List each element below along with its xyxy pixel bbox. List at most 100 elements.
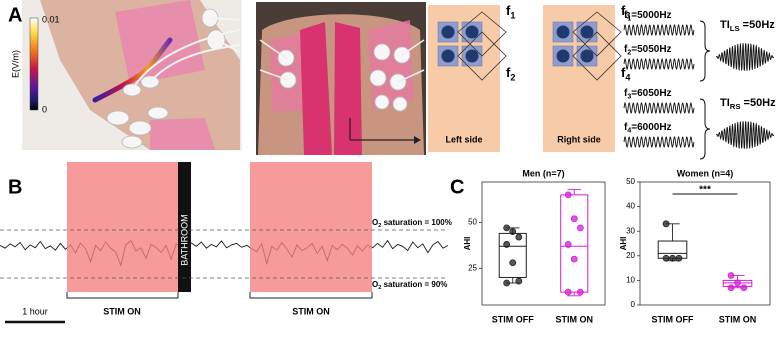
beat-wave <box>715 43 775 71</box>
text-rest: =50Hz <box>740 97 776 109</box>
data-point <box>727 272 735 279</box>
text-subscript: 2 <box>627 49 631 56</box>
text-base: f <box>624 44 628 55</box>
data-point <box>503 279 511 287</box>
data-point <box>515 277 523 285</box>
plot-frame <box>639 181 771 306</box>
electrode-contact <box>465 25 479 39</box>
text-subscript: LS <box>730 24 740 33</box>
frequency-equation: f2=5050Hz <box>624 44 672 57</box>
text-base: f <box>506 3 511 18</box>
chart-title: Women (n=4) <box>677 168 734 178</box>
y-axis-label: AHI <box>619 237 628 251</box>
plot-frame <box>481 181 606 306</box>
carrier-wave <box>623 101 695 115</box>
y-tick-label: 0 <box>631 300 636 309</box>
frequency-equation: f4=6000Hz <box>624 122 672 135</box>
interference-label: TILS =50Hz <box>720 19 775 33</box>
y-tick-label: 30 <box>626 226 635 235</box>
data-point <box>669 254 676 262</box>
text-base: f <box>624 122 628 133</box>
y-tick-label: 25 <box>468 263 477 272</box>
data-point <box>740 284 748 292</box>
y-axis-label: AHI <box>463 237 472 251</box>
x-tick-label: STIM ON <box>556 314 594 324</box>
text-rest: saturation = 90% <box>381 280 447 289</box>
colorbar-label: E(V/m) <box>10 50 20 78</box>
text-base: O <box>372 280 378 289</box>
pair-outline <box>572 31 622 81</box>
scale-label: 1 hour <box>22 306 48 316</box>
electrode-contact <box>580 25 594 39</box>
box <box>498 232 527 278</box>
stim-bracket <box>66 292 373 299</box>
pair-outline <box>572 11 622 57</box>
data-point <box>576 224 584 232</box>
text-subscript: 4 <box>627 127 631 134</box>
y-tick-label: 50 <box>468 217 477 226</box>
reference-label: O2 saturation = 90% <box>372 280 447 291</box>
stim-region <box>250 162 372 292</box>
panel-label: B <box>8 176 22 198</box>
data-point <box>564 288 572 296</box>
text-subscript: 3 <box>627 93 631 100</box>
data-point <box>662 220 670 228</box>
text-rest: =50Hz <box>740 19 776 31</box>
text-subscript: 3 <box>625 11 630 21</box>
panel-label: A <box>8 4 22 26</box>
text-subscript: 1 <box>510 11 515 21</box>
carrier-wave <box>623 135 695 149</box>
text-base: TI <box>720 97 730 109</box>
frequency-equation: f1=5000Hz <box>624 10 672 23</box>
electrode-contact <box>441 49 455 63</box>
text-base: O <box>372 218 378 227</box>
back-photo <box>256 2 426 155</box>
text-subscript: 1 <box>627 15 631 22</box>
y-tick-label: 20 <box>626 251 635 260</box>
y-tick-label: 50 <box>626 177 635 186</box>
frequency-label: f4 <box>621 65 631 83</box>
data-point <box>564 241 572 248</box>
data-point <box>503 224 511 232</box>
data-point <box>662 254 670 262</box>
text-base: f <box>624 88 628 99</box>
brace <box>699 20 711 82</box>
stim-region <box>67 162 178 292</box>
carrier-wave <box>623 57 695 71</box>
side-label: Left side <box>445 134 482 144</box>
data-point <box>570 255 578 263</box>
text-subscript: 4 <box>625 73 631 83</box>
frequency-label: f1 <box>506 3 515 21</box>
text-base: f <box>624 10 628 21</box>
chart-title: Men (n=7) <box>522 168 564 178</box>
neck-photo <box>22 0 242 150</box>
colorbar-min: 0 <box>42 104 47 114</box>
text-base: f <box>621 65 626 80</box>
y-tick-label: 40 <box>626 202 635 211</box>
box <box>560 194 589 293</box>
y-tick-label: 10 <box>626 276 635 285</box>
colorbar-max: 0.01 <box>42 14 60 24</box>
data-point <box>503 241 511 248</box>
x-tick-label: STIM OFF <box>492 314 534 324</box>
reference-label: O2 saturation = 100% <box>372 218 452 229</box>
text-base: f <box>506 65 511 80</box>
panel-label: C <box>450 176 464 198</box>
data-point <box>515 233 523 241</box>
carrier-wave <box>623 23 695 37</box>
text-subscript: 2 <box>378 285 381 291</box>
electrode-contact <box>441 25 455 39</box>
stim-label: STIM ON <box>103 306 141 316</box>
x-tick-label: STIM OFF <box>652 314 694 324</box>
data-point <box>509 228 517 235</box>
data-point <box>564 191 572 199</box>
pair-outline <box>457 11 507 57</box>
text-rest: =5050Hz <box>631 44 671 55</box>
electrode-contact <box>465 49 479 63</box>
electrode-contact <box>580 49 594 63</box>
bathroom-bar <box>178 162 191 292</box>
text-rest: =6050Hz <box>631 88 671 99</box>
